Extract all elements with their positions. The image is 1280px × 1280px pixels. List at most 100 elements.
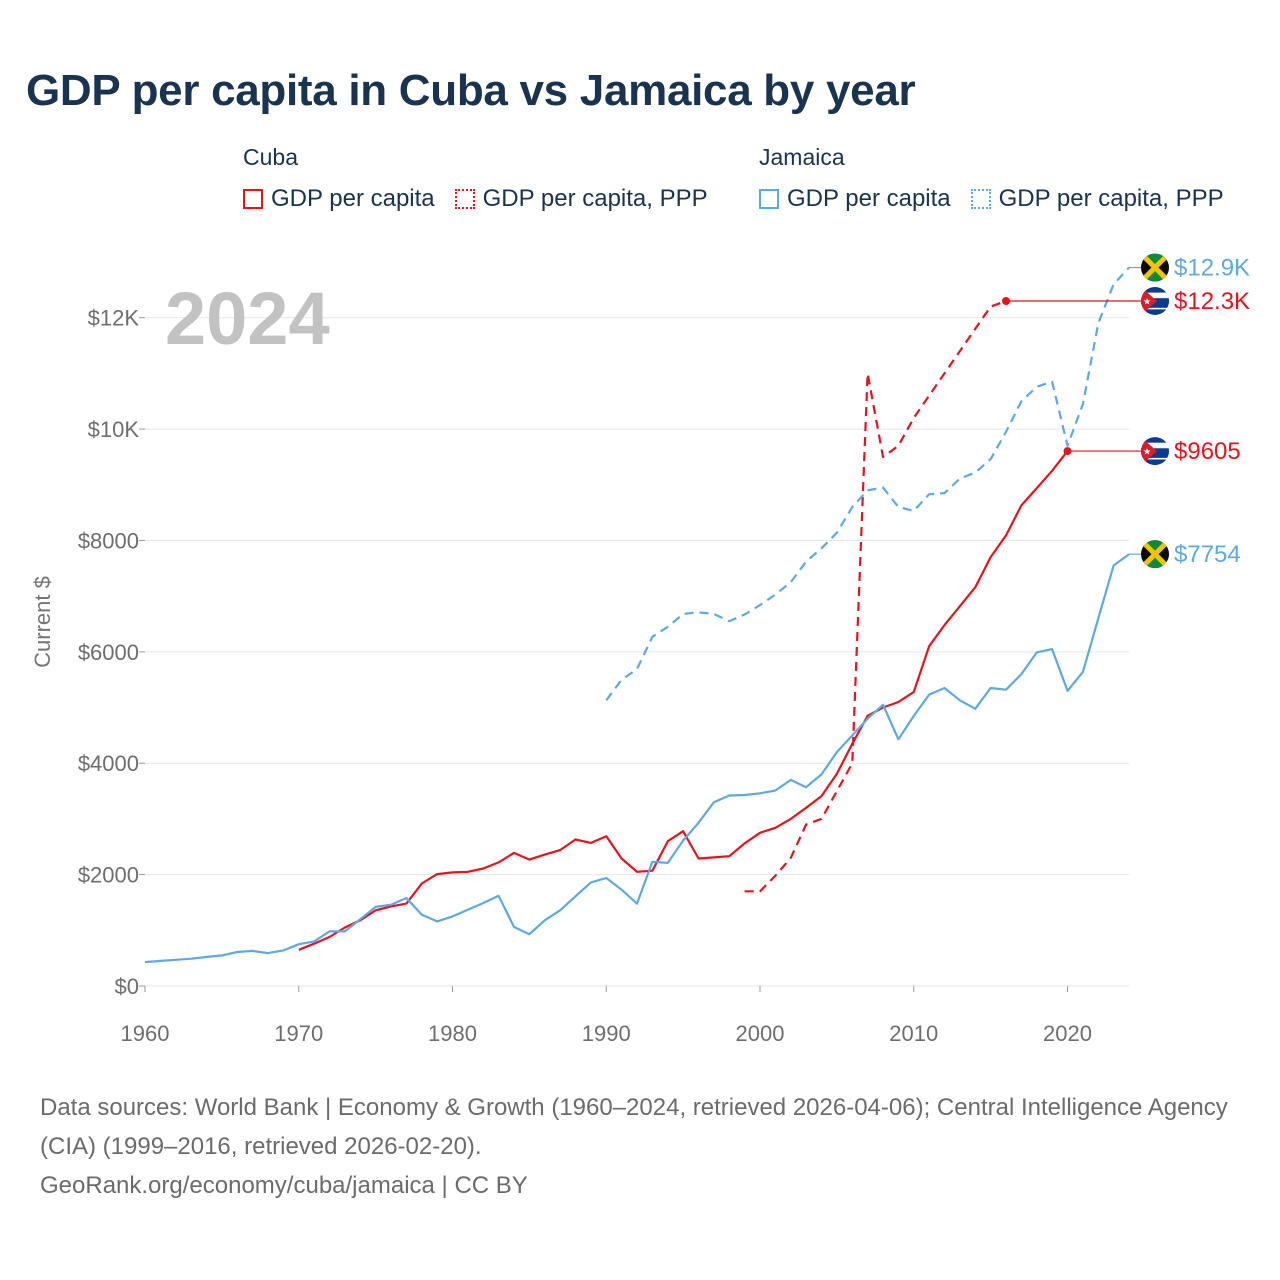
end-labels: $9605 $12.3K $7754 $12.9K	[1002, 253, 1250, 569]
x-tick-label: 2020	[1043, 1021, 1092, 1046]
grid-lines	[145, 317, 1129, 987]
legend-item-jamaica-gdp-ppp[interactable]: GDP per capita, PPP	[970, 185, 1224, 213]
data-point	[928, 694, 930, 696]
data-point	[574, 895, 576, 897]
cuba-flag-icon	[1141, 437, 1169, 466]
data-point	[1036, 651, 1038, 653]
legend-swatch-dotted	[454, 189, 475, 209]
data-point	[605, 835, 607, 837]
data-point	[759, 792, 761, 794]
data-point	[743, 842, 745, 844]
data-point	[421, 882, 423, 884]
data-point	[836, 751, 838, 753]
data-point	[959, 477, 961, 479]
x-tick-label: 1990	[582, 1021, 631, 1046]
data-point	[1020, 400, 1022, 402]
x-tick-label: 1970	[274, 1021, 323, 1046]
data-point	[774, 593, 776, 595]
data-point	[713, 613, 715, 615]
legend-swatch-solid	[759, 189, 779, 209]
legend-item-label: GDP per capita	[787, 185, 951, 212]
legend-item-cuba-gdp-ppp[interactable]: GDP per capita, PPP	[454, 185, 708, 213]
series-jamaica-gdp-per-capita-ppp[interactable]	[605, 266, 1130, 701]
data-point	[1020, 504, 1022, 506]
data-point	[1051, 381, 1053, 383]
data-point	[1005, 534, 1007, 536]
data-point	[989, 458, 991, 460]
data-point	[790, 857, 792, 859]
data-point	[1112, 283, 1114, 285]
data-point	[451, 871, 453, 873]
data-point	[805, 786, 807, 788]
data-point	[836, 773, 838, 775]
data-point	[298, 949, 300, 951]
data-point	[959, 605, 961, 607]
data-point	[897, 445, 899, 447]
data-point	[713, 856, 715, 858]
data-point	[1020, 673, 1022, 675]
data-point	[897, 506, 899, 508]
legend-item-jamaica-gdp[interactable]: GDP per capita	[759, 185, 951, 213]
series-line[interactable]	[298, 450, 1069, 951]
data-point	[805, 823, 807, 825]
data-point	[943, 372, 945, 374]
data-point	[682, 613, 684, 615]
data-point	[421, 914, 423, 916]
data-point	[513, 926, 515, 928]
data-point	[928, 493, 930, 495]
legend-item-label: GDP per capita, PPP	[998, 185, 1224, 212]
series-jamaica-gdp-per-capita[interactable]	[144, 553, 1130, 964]
legend-item-label: GDP per capita	[271, 185, 435, 212]
legend-item-label: GDP per capita, PPP	[482, 185, 708, 212]
data-point	[482, 867, 484, 869]
data-point	[820, 773, 822, 775]
data-point	[851, 506, 853, 508]
data-point	[497, 861, 499, 863]
data-point	[313, 940, 315, 942]
data-point	[943, 624, 945, 626]
jamaica-flag-icon	[1141, 540, 1169, 569]
data-point	[974, 471, 976, 473]
data-point	[743, 794, 745, 796]
data-point	[989, 305, 991, 307]
data-point	[513, 852, 515, 854]
y-tick-label: $6000	[78, 640, 139, 665]
series-line[interactable]	[144, 553, 1130, 964]
data-point	[374, 909, 376, 911]
data-point	[1112, 564, 1114, 566]
data-point	[328, 930, 330, 932]
data-point	[759, 604, 761, 606]
y-tick-label: $2000	[78, 863, 139, 888]
data-point	[943, 492, 945, 494]
series-cuba-gdp-per-capita[interactable]	[298, 450, 1069, 951]
data-point	[298, 943, 300, 945]
cuba-flag-icon	[1141, 286, 1169, 315]
data-point	[620, 889, 622, 891]
data-point	[636, 902, 638, 904]
data-point	[989, 687, 991, 689]
data-point	[605, 877, 607, 879]
data-point	[974, 328, 976, 330]
year-watermark: 2024	[165, 277, 330, 360]
data-point	[790, 818, 792, 820]
data-point	[743, 890, 745, 892]
series-line[interactable]	[605, 266, 1130, 701]
data-point	[636, 668, 638, 670]
data-point	[390, 904, 392, 906]
legend-item-cuba-gdp[interactable]: GDP per capita	[243, 185, 435, 213]
data-point	[1036, 487, 1038, 489]
data-point	[651, 636, 653, 638]
data-point	[651, 861, 653, 863]
data-point	[282, 949, 284, 951]
data-point	[1097, 617, 1099, 619]
legend-group-jamaica: Jamaica GDP per capita GDP per capita, P…	[759, 144, 1244, 213]
data-point	[221, 954, 223, 956]
y-tick-label: $12K	[88, 306, 140, 331]
credit-link[interactable]: GeoRank.org/economy/cuba/jamaica | CC BY	[40, 1172, 528, 1199]
data-point	[913, 417, 915, 419]
data-point	[544, 853, 546, 855]
data-point	[836, 532, 838, 534]
data-point	[759, 890, 761, 892]
data-point	[820, 547, 822, 549]
x-tick-label: 1980	[428, 1021, 477, 1046]
